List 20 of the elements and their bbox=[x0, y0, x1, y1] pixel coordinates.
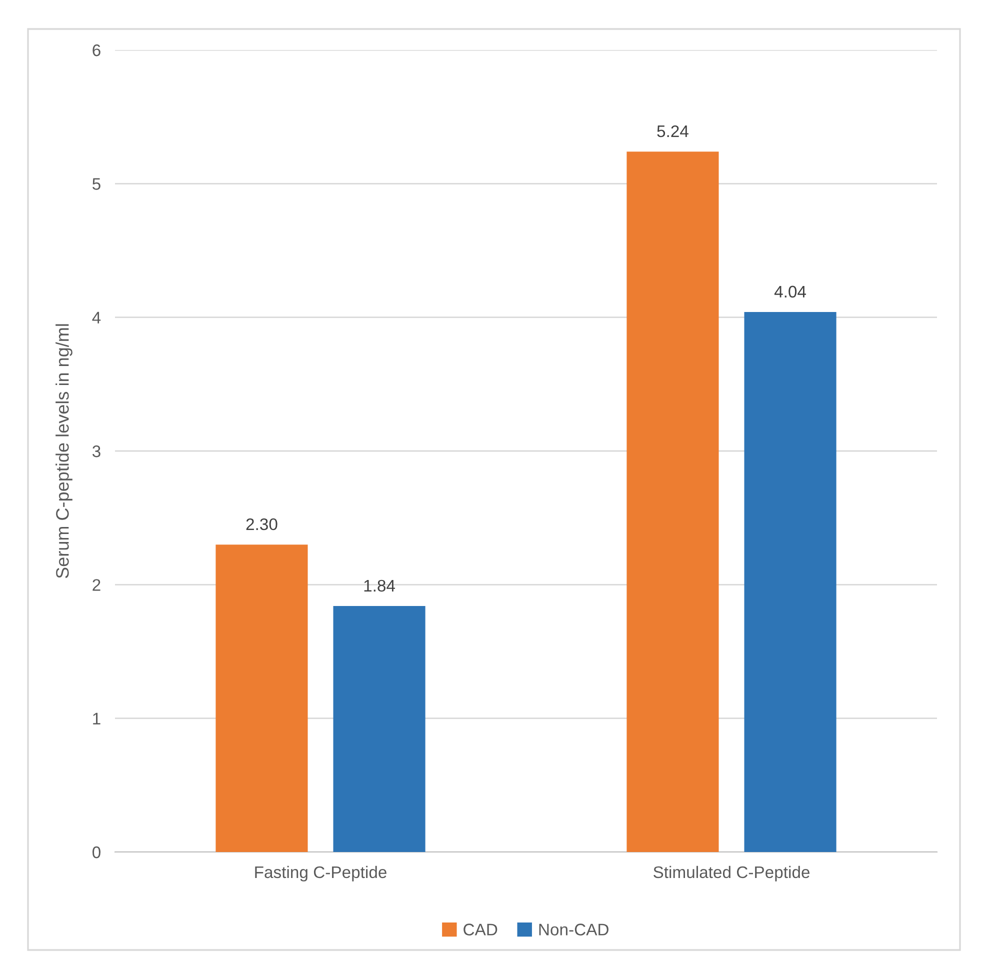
y-axis-title: Serum C-peptide levels in ng/ml bbox=[56, 324, 72, 578]
x-tick-label: Stimulated C-Peptide bbox=[654, 866, 810, 882]
data-label: 4.04 bbox=[774, 286, 806, 298]
y-tick-label: 2 bbox=[92, 579, 100, 591]
data-label: 2.30 bbox=[246, 518, 278, 530]
y-tick-label: 1 bbox=[93, 712, 100, 724]
y-tick-label: 6 bbox=[92, 44, 100, 56]
bar bbox=[216, 544, 308, 852]
x-tick-label: Fasting C-Peptide bbox=[255, 866, 386, 882]
legend-label: Non-CAD bbox=[539, 924, 608, 936]
y-tick-label: 4 bbox=[92, 312, 101, 324]
y-tick-label: 5 bbox=[92, 178, 100, 190]
data-label: 5.24 bbox=[657, 125, 688, 138]
bar bbox=[744, 312, 836, 852]
y-tick-label: 3 bbox=[92, 445, 100, 458]
y-tick-label: 0 bbox=[92, 846, 100, 858]
bar bbox=[333, 606, 426, 852]
data-label: 1.84 bbox=[364, 580, 396, 592]
bar bbox=[626, 152, 719, 852]
legend-label: CAD bbox=[464, 924, 498, 936]
